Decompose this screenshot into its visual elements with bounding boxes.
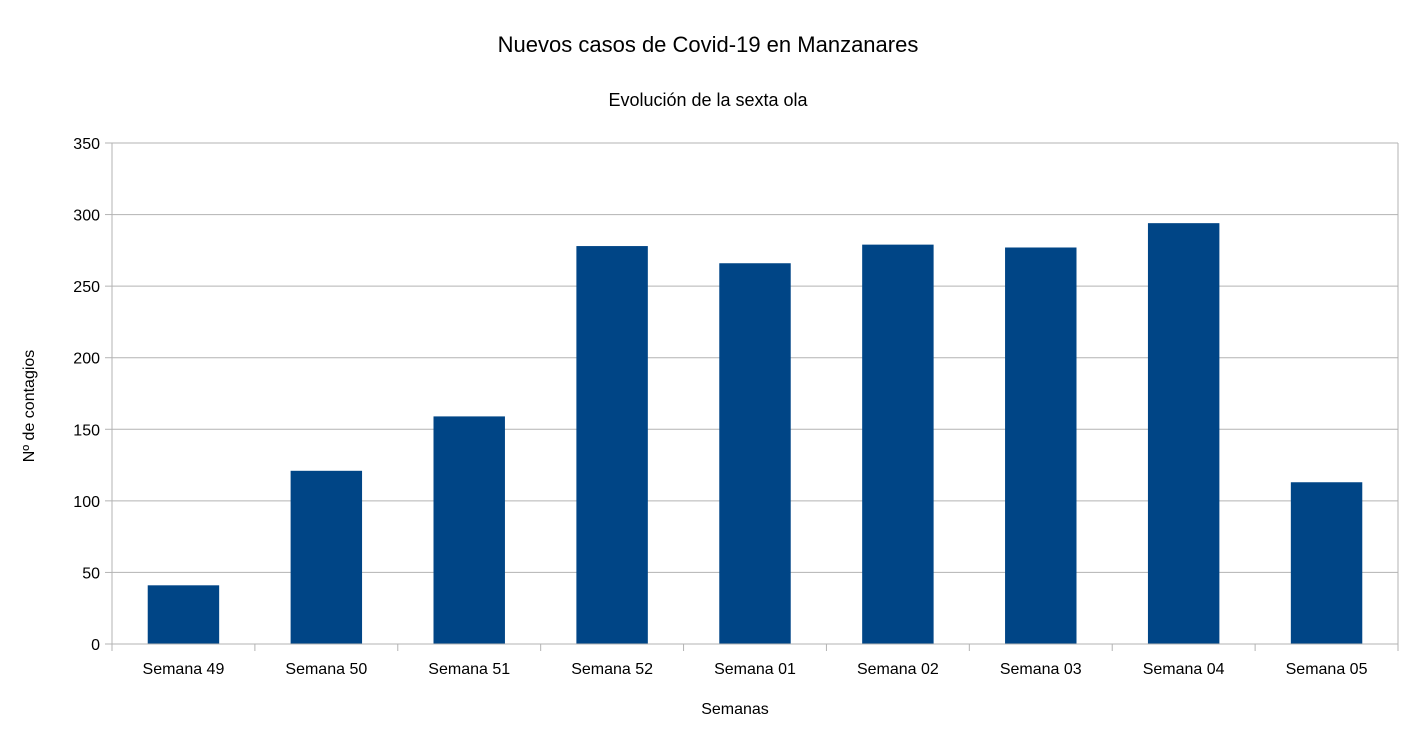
- bar-semana-52: [576, 246, 648, 644]
- x-tick-label: Semana 04: [1143, 661, 1225, 678]
- bar-semana-03: [1005, 247, 1077, 644]
- bar-semana-02: [862, 244, 934, 645]
- bar-semana-50: [290, 470, 363, 644]
- bar-semana-01: [719, 263, 791, 644]
- chart-title: Nuevos casos de Covid-19 en Manzanares: [498, 32, 919, 57]
- x-tick-label: Semana 50: [285, 661, 367, 678]
- x-tick-label: Semana 02: [857, 661, 939, 678]
- x-tick-label: Semana 05: [1286, 661, 1368, 678]
- x-axis-label: Semanas: [701, 701, 769, 718]
- x-tick-labels: Semana 49 Semana 50 Semana 51 Semana 52 Sema…: [143, 661, 1368, 678]
- y-tick-label: 350: [73, 136, 100, 153]
- bar-semana-05: [1290, 482, 1363, 644]
- bars: [147, 223, 1363, 645]
- y-tick-label: 0: [91, 637, 100, 654]
- bar-semana-49: [147, 585, 220, 644]
- bar-semana-51: [433, 416, 505, 644]
- y-tick-labels: 0 50 100 150 200 250 300 350: [73, 136, 100, 654]
- y-tick-label: 100: [73, 494, 100, 511]
- y-tick-label: 150: [73, 422, 100, 439]
- axes: [105, 142, 1399, 651]
- x-tick-label: Semana 01: [714, 661, 796, 678]
- y-tick-label: 50: [82, 565, 100, 582]
- x-tick-label: Semana 03: [1000, 661, 1082, 678]
- y-tick-label: 250: [73, 279, 100, 296]
- bar-semana-04: [1147, 223, 1220, 644]
- y-tick-label: 300: [73, 208, 100, 225]
- x-tick-label: Semana 49: [143, 661, 225, 678]
- y-axis-label: Nº de contagios: [21, 350, 38, 463]
- x-tick-label: Semana 51: [428, 661, 510, 678]
- y-tick-label: 200: [73, 351, 100, 368]
- chart-subtitle: Evolución de la sexta ola: [608, 90, 808, 110]
- x-tick-label: Semana 52: [571, 661, 653, 678]
